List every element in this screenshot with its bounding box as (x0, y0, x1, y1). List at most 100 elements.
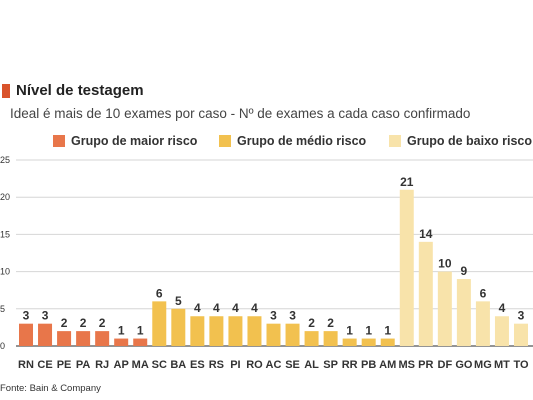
value-label: 2 (61, 316, 68, 330)
y-tick-label: 15 (0, 229, 10, 239)
value-label: 2 (308, 316, 315, 330)
value-label: 2 (99, 316, 106, 330)
bar-ce (38, 323, 53, 346)
value-label: 3 (42, 309, 49, 323)
bar-ba (171, 308, 186, 346)
legend-label-low-risk: Grupo de baixo risco (407, 134, 533, 148)
value-label: 1 (137, 324, 144, 338)
bar-rj (95, 331, 110, 346)
legend-swatch-low-risk (389, 135, 401, 147)
category-label: GO (455, 359, 473, 371)
value-label: 4 (499, 301, 506, 315)
category-label: ES (190, 359, 205, 371)
value-label: 9 (461, 264, 468, 278)
chart-title: Nível de testagem (16, 82, 144, 99)
category-label: BA (170, 359, 186, 371)
bar-rr (342, 338, 357, 346)
category-label: MG (474, 359, 492, 371)
bar-to (514, 323, 528, 346)
category-label: RJ (95, 359, 109, 371)
bar-rn (19, 323, 33, 346)
chart-legend: Grupo de maior risco Grupo de médio risc… (0, 134, 533, 152)
bar-am (380, 338, 395, 346)
category-label: AL (304, 359, 319, 371)
bar-go (456, 279, 471, 346)
category-label: PB (361, 359, 376, 371)
y-tick-label: 10 (0, 267, 10, 277)
bar-ro (247, 316, 262, 346)
legend-swatch-high-risk (53, 135, 65, 147)
category-label: DF (438, 359, 453, 371)
source-note: Fonte: Bain & Company (0, 383, 101, 394)
bar-rs (209, 316, 224, 346)
category-label: TO (513, 359, 529, 371)
category-label: SC (152, 359, 167, 371)
value-label: 10 (438, 257, 452, 271)
category-label: RR (342, 359, 358, 371)
value-label: 3 (23, 309, 30, 323)
category-label: MA (132, 359, 149, 371)
value-label: 3 (270, 309, 277, 323)
category-label: MT (494, 359, 510, 371)
legend-label-high-risk: Grupo de maior risco (71, 134, 198, 148)
chart-title-row: Nível de testagem (2, 82, 144, 99)
category-label: CE (37, 359, 52, 371)
category-label: PA (76, 359, 91, 371)
bar-sc (152, 301, 167, 346)
category-label: SP (323, 359, 338, 371)
value-label: 1 (384, 324, 391, 338)
value-label: 2 (80, 316, 87, 330)
bar-chart: 0 5 10 15 20 25 3 RN 3 CE 2 PE 2 PA 2 RJ 1 AP 1 MA 6 SC 5 BA 4 ES… (0, 155, 533, 371)
value-label: 14 (419, 227, 433, 241)
category-label: MS (399, 359, 416, 371)
category-label: PI (230, 359, 240, 371)
value-label: 4 (194, 301, 201, 315)
title-marker (2, 83, 10, 98)
bar-ap (114, 338, 129, 346)
bar-pr (418, 241, 433, 346)
chart-subtitle: Ideal é mais de 10 exames por caso - Nº … (10, 106, 471, 121)
value-label: 4 (232, 301, 239, 315)
y-tick-label: 25 (0, 155, 10, 165)
category-label: SE (285, 359, 300, 371)
bar-ac (266, 323, 281, 346)
bar-es (190, 316, 205, 346)
bar-pi (228, 316, 243, 346)
bar-ms (399, 189, 414, 346)
category-label: RS (209, 359, 224, 371)
bar-sp (323, 331, 338, 346)
legend-item-medium-risk: Grupo de médio risco (219, 134, 366, 148)
y-tick-label: 5 (0, 304, 5, 314)
category-label: RN (18, 359, 34, 371)
bar-df (437, 271, 452, 346)
bar-pe (57, 331, 72, 346)
bar-mg (475, 301, 490, 346)
value-label: 1 (365, 324, 372, 338)
y-tick-label: 20 (0, 192, 10, 202)
category-label: PE (57, 359, 72, 371)
legend-label-medium-risk: Grupo de médio risco (237, 134, 367, 148)
category-label: PR (418, 359, 433, 371)
value-label: 6 (156, 286, 163, 300)
category-label: AM (379, 359, 396, 371)
value-label: 1 (118, 324, 125, 338)
category-label: AC (266, 359, 282, 371)
value-label: 3 (518, 309, 525, 323)
category-label: RO (246, 359, 263, 371)
y-tick-label: 0 (0, 341, 5, 351)
value-label: 1 (346, 324, 353, 338)
bar-pa (76, 331, 91, 346)
value-label: 2 (327, 316, 334, 330)
value-label: 4 (251, 301, 258, 315)
category-label: AP (114, 359, 129, 371)
value-label: 6 (480, 286, 487, 300)
value-label: 21 (400, 175, 414, 189)
legend-item-high-risk: Grupo de maior risco (53, 134, 197, 148)
bar-ma (133, 338, 148, 346)
value-label: 5 (175, 294, 182, 308)
value-label: 4 (213, 301, 220, 315)
bar-mt (494, 316, 509, 346)
bar-pb (361, 338, 376, 346)
bar-al (304, 331, 319, 346)
value-label: 3 (289, 309, 296, 323)
